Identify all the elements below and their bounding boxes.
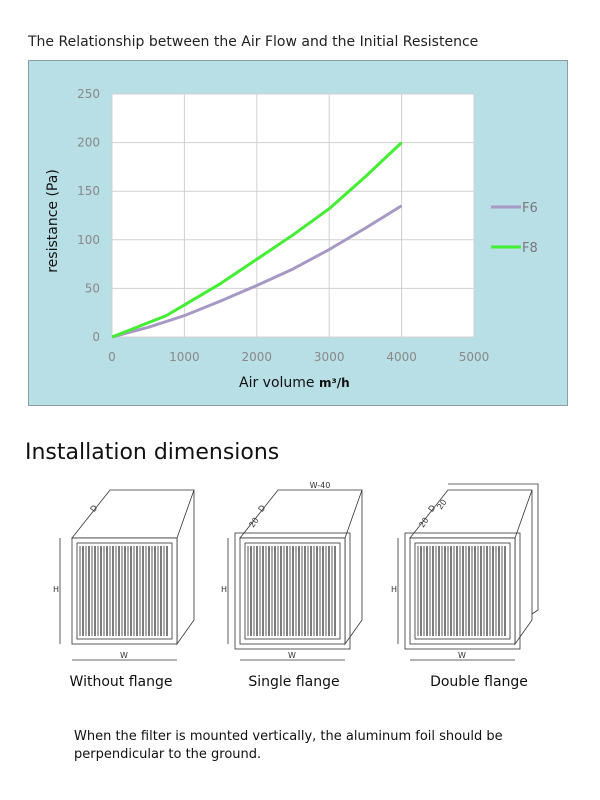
series-line-F6 [111, 204, 403, 339]
inner-frame [76, 542, 173, 640]
chart-title: The Relationship between the Air Flow an… [28, 34, 479, 50]
line-chart: 0 1000 2000 3000 4000 5000 0 50 100 150 200 250 F6 F8… [45, 87, 538, 391]
edge [344, 489, 363, 539]
dim-label-h: H [221, 585, 227, 594]
filter-media [417, 546, 506, 636]
x-tick-label: 4000 [386, 350, 417, 364]
flange [404, 532, 521, 650]
x-tick-label: 0 [108, 350, 116, 364]
dim-label-d: D [256, 503, 267, 513]
x-tick-label: 3000 [314, 350, 345, 364]
flange [234, 532, 351, 650]
rear-flange [448, 483, 539, 615]
filter-diagram-without-flange: D H W [53, 489, 195, 661]
legend-label-F8: F8 [522, 241, 538, 256]
edge [514, 489, 533, 539]
filter-media [79, 546, 168, 636]
dim-label-d: D [88, 503, 99, 513]
plot-area [112, 94, 474, 337]
filter-media [247, 546, 336, 636]
x-axis-label: Air volume m³/h [239, 375, 350, 391]
x-tick-label: 5000 [459, 350, 490, 364]
y-axis-label: resistance (Pa) [45, 169, 61, 273]
legend-label-F6: F6 [522, 201, 538, 216]
x-tick-label: 1000 [169, 350, 200, 364]
dim-label-h: H [53, 585, 59, 594]
mounting-note: When the filter is mounted vertically, t… [74, 729, 503, 762]
caption-without-flange: Without flange [69, 674, 173, 690]
dim-label-h: H [391, 585, 397, 594]
y-tick-label: 50 [85, 281, 100, 295]
y-tick-label: 250 [77, 87, 100, 101]
dim-label-w-40: W-40 [310, 481, 331, 490]
section-title: Installation dimensions [25, 440, 280, 465]
dim-label-w: W [458, 651, 466, 660]
caption-double-flange: Double flange [430, 674, 528, 690]
x-tick-label: 2000 [242, 350, 273, 364]
dim-label-d: D [426, 503, 437, 513]
dim-label-w: W [288, 651, 296, 660]
chart-panel: 0 1000 2000 3000 4000 5000 0 50 100 150 200 250 F6 F8… [28, 60, 568, 406]
y-tick-label: 0 [92, 330, 100, 344]
caption-single-flange: Single flange [248, 674, 340, 690]
y-tick-label: 150 [77, 184, 100, 198]
y-tick-label: 200 [77, 136, 100, 150]
edge [176, 489, 195, 539]
inner-frame [414, 542, 511, 640]
y-tick-label: 100 [77, 233, 100, 247]
dim-label-w: W [120, 651, 128, 660]
inner-frame [244, 542, 341, 640]
series-line-F8 [111, 141, 403, 339]
